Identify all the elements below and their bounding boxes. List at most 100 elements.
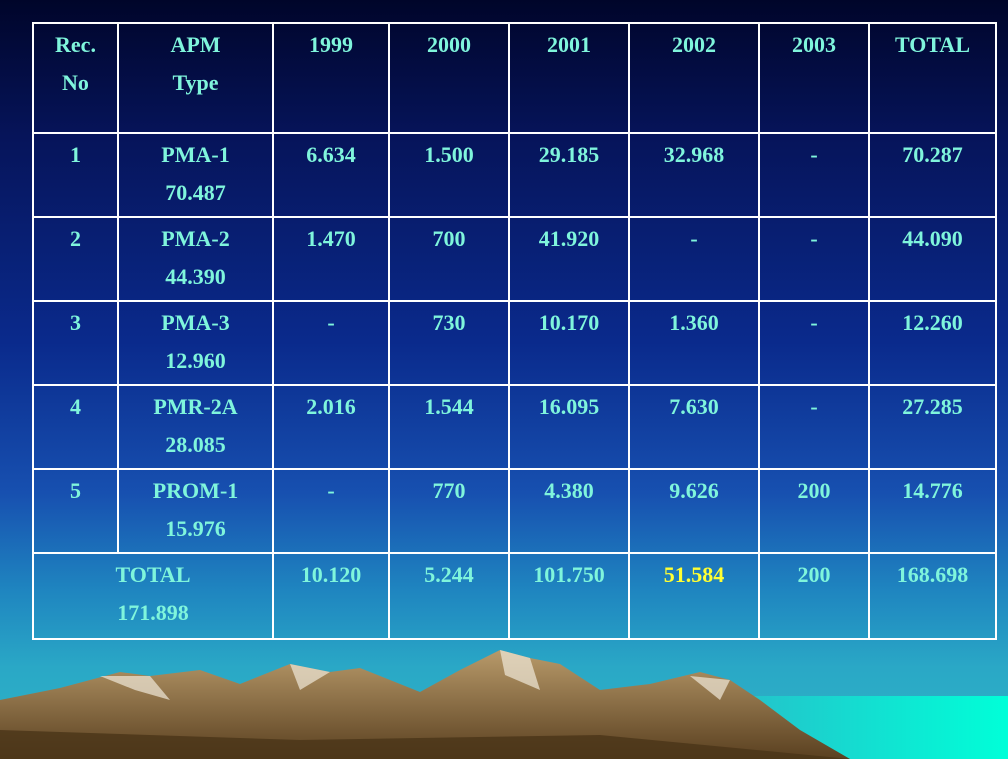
cell-text: 5 (36, 472, 115, 510)
cell-text: 14.776 (872, 472, 993, 510)
cell-text: 28.085 (121, 426, 270, 464)
cell-text: 70.287 (872, 136, 993, 174)
cell-text: 2003 (762, 26, 866, 64)
cell-text: - (276, 472, 386, 510)
cell-text: 171.898 (36, 594, 270, 632)
cell-text: 70.487 (121, 174, 270, 212)
cell-text: 770 (392, 472, 506, 510)
cell-text: 700 (392, 220, 506, 258)
slide: Rec.NoAPMType19992000200120022003TOTAL1P… (0, 0, 1008, 759)
cell: - (759, 217, 869, 301)
cell: - (759, 301, 869, 385)
cell-text: 44.090 (872, 220, 993, 258)
cell: - (629, 217, 759, 301)
cell: - (273, 469, 389, 553)
page: html, body { margin: 0; padding: 0; } bo… (0, 0, 1008, 759)
cell-text: 1.470 (276, 220, 386, 258)
cell-text: APM (121, 26, 270, 64)
cell-text: 51.584 (632, 556, 756, 594)
cell-text: - (762, 304, 866, 342)
cell: 168.698 (869, 553, 996, 639)
cell-text: 3 (36, 304, 115, 342)
cell-text: 2.016 (276, 388, 386, 426)
cell: 44.090 (869, 217, 996, 301)
cell: 101.750 (509, 553, 629, 639)
cell: 16.095 (509, 385, 629, 469)
cell: 7.630 (629, 385, 759, 469)
cell: 4.380 (509, 469, 629, 553)
cell-text: 12.960 (121, 342, 270, 380)
cell-text: - (632, 220, 756, 258)
cell-text: PROM-1 (121, 472, 270, 510)
cell: 770 (389, 469, 509, 553)
cell-text: 9.626 (632, 472, 756, 510)
cell-text: - (762, 388, 866, 426)
cell: TOTAL171.898 (33, 553, 273, 639)
cell: 29.185 (509, 133, 629, 217)
data-row: 3PMA-312.960-73010.1701.360-12.260 (33, 301, 996, 385)
cell: 200 (759, 553, 869, 639)
cell-text: 168.698 (872, 556, 993, 594)
cell: 10.120 (273, 553, 389, 639)
cell-text: 1 (36, 136, 115, 174)
cell-text: 15.976 (121, 510, 270, 548)
cell: 1.360 (629, 301, 759, 385)
cell-text: 1.500 (392, 136, 506, 174)
cell: 1999 (273, 23, 389, 133)
cell: 10.170 (509, 301, 629, 385)
cell-text: 2000 (392, 26, 506, 64)
cell-text: 12.260 (872, 304, 993, 342)
cell: 2003 (759, 23, 869, 133)
cell-text: - (762, 220, 866, 258)
cell: 51.584 (629, 553, 759, 639)
cell-text: 29.185 (512, 136, 626, 174)
cell: Rec.No (33, 23, 118, 133)
cell-text: - (762, 136, 866, 174)
cell-text: 101.750 (512, 556, 626, 594)
cell-text: 6.634 (276, 136, 386, 174)
cell: 2000 (389, 23, 509, 133)
cell: 2.016 (273, 385, 389, 469)
cell-text: 2 (36, 220, 115, 258)
cell: 1.544 (389, 385, 509, 469)
cell-text: 200 (762, 556, 866, 594)
cell-text: 5.244 (392, 556, 506, 594)
cell: PMA-244.390 (118, 217, 273, 301)
cell-text: 32.968 (632, 136, 756, 174)
cell: - (273, 301, 389, 385)
cell-text: PMR-2A (121, 388, 270, 426)
cell: 12.260 (869, 301, 996, 385)
cell-text: PMA-2 (121, 220, 270, 258)
cell-text: 200 (762, 472, 866, 510)
cell-text: 1.360 (632, 304, 756, 342)
cell-text: 41.920 (512, 220, 626, 258)
cell-text: PMA-3 (121, 304, 270, 342)
cell: TOTAL (869, 23, 996, 133)
cell-text: 16.095 (512, 388, 626, 426)
cell-text: 2001 (512, 26, 626, 64)
cell: 5 (33, 469, 118, 553)
cell: 6.634 (273, 133, 389, 217)
cell: 70.287 (869, 133, 996, 217)
cell: 2001 (509, 23, 629, 133)
data-row: 4PMR-2A28.0852.0161.54416.0957.630-27.28… (33, 385, 996, 469)
cell-text: 730 (392, 304, 506, 342)
cell-text: 1.544 (392, 388, 506, 426)
cell: 700 (389, 217, 509, 301)
cell: 14.776 (869, 469, 996, 553)
cell-text: Rec. (36, 26, 115, 64)
cell: 4 (33, 385, 118, 469)
cell-text: TOTAL (872, 26, 993, 64)
cell-text: Type (121, 64, 270, 102)
cell: 2002 (629, 23, 759, 133)
cell-text: 44.390 (121, 258, 270, 296)
cell-text: 4 (36, 388, 115, 426)
